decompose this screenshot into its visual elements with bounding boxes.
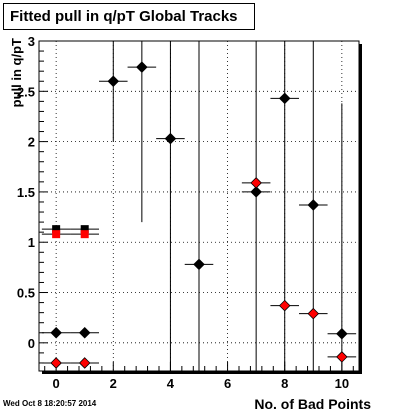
label-layer: 0 2 4 6 8 10 0 0.5 1 1.5 2 2.5 3 No. of Bad Points pul… xyxy=(9,34,371,412)
y-tick-label: 3 xyxy=(28,34,35,49)
y-axis-label: pull in q/pT xyxy=(9,38,24,107)
timestamp-label: Wed Oct 8 18:20:57 2014 xyxy=(3,399,97,408)
y-tick-label: 1 xyxy=(28,235,35,250)
data-point-diamond xyxy=(336,351,348,363)
data-point-diamond xyxy=(50,357,62,369)
x-axis-label: No. of Bad Points xyxy=(254,396,371,412)
y-tick-label: 1.5 xyxy=(17,185,35,200)
data-point-square xyxy=(80,225,89,234)
data-point-diamond xyxy=(250,186,262,198)
data-point-square xyxy=(80,230,89,239)
x-tick-label: 10 xyxy=(335,376,349,391)
y-tick-label: 2.5 xyxy=(17,84,35,99)
data-point-diamond xyxy=(107,75,120,88)
chart-title-box: Fitted pull in q/pT Global Tracks xyxy=(3,3,255,30)
data-point-diamond xyxy=(78,327,91,339)
y-tick-label: 0.5 xyxy=(17,286,35,301)
chart-title: Fitted pull in q/pT Global Tracks xyxy=(10,8,238,25)
x-tick-label: 2 xyxy=(110,376,117,391)
x-tick-label: 6 xyxy=(224,376,231,391)
data-point-diamond xyxy=(278,299,291,312)
data-point-diamond xyxy=(307,307,320,320)
data-point-diamond xyxy=(336,328,348,340)
data-point-diamond xyxy=(250,177,262,189)
data-point-diamond xyxy=(50,327,62,339)
data-point-diamond xyxy=(307,199,320,211)
y-tick-label: 2 xyxy=(28,135,35,150)
x-tick-label: 4 xyxy=(167,376,175,391)
data-point-square xyxy=(52,230,61,239)
data-point-diamond xyxy=(164,132,177,145)
x-tick-label: 0 xyxy=(53,376,60,391)
data-point-square xyxy=(52,225,61,234)
y-tick-label: 0 xyxy=(28,336,35,351)
x-tick-label: 8 xyxy=(281,376,288,391)
data-point-diamond xyxy=(78,357,91,369)
marker-layer xyxy=(50,61,348,369)
data-point-diamond xyxy=(193,258,205,271)
data-point-diamond xyxy=(278,92,291,105)
data-point-diamond xyxy=(136,61,148,73)
